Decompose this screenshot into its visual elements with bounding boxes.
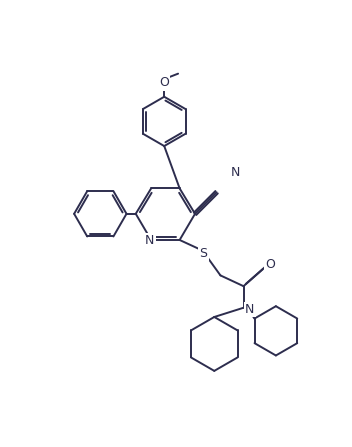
Text: O: O <box>265 258 275 271</box>
Text: S: S <box>200 247 207 260</box>
Text: O: O <box>159 76 169 89</box>
Text: N: N <box>231 166 240 180</box>
Text: N: N <box>245 303 254 316</box>
Text: N: N <box>145 234 154 247</box>
